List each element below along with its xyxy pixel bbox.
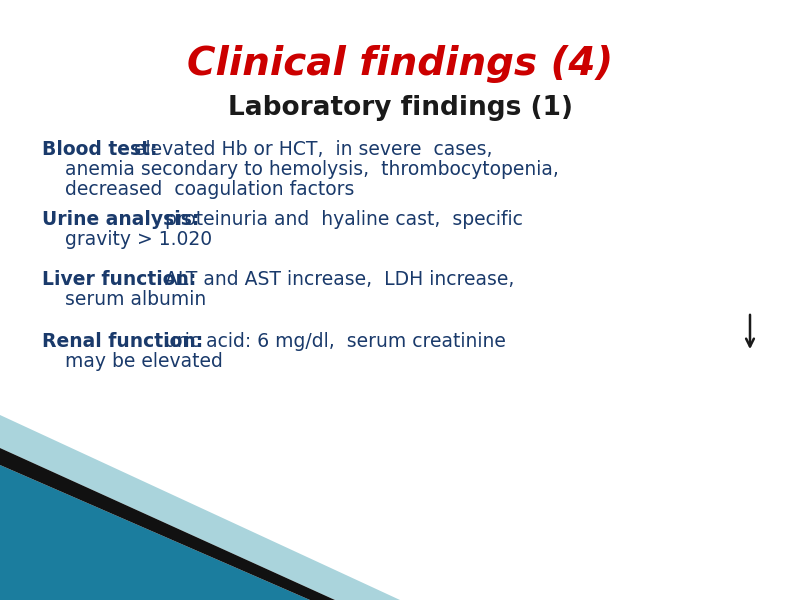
Text: Urine analysis:: Urine analysis: (42, 210, 199, 229)
Text: gravity > 1.020: gravity > 1.020 (65, 230, 212, 249)
Text: may be elevated: may be elevated (65, 352, 223, 371)
Text: anemia secondary to hemolysis,  thrombocytopenia,: anemia secondary to hemolysis, thrombocy… (65, 160, 559, 179)
Text: Clinical findings (4): Clinical findings (4) (187, 45, 613, 83)
Text: proteinuria and  hyaline cast,  specific: proteinuria and hyaline cast, specific (159, 210, 523, 229)
Polygon shape (0, 465, 310, 600)
Text: decreased  coagulation factors: decreased coagulation factors (65, 180, 354, 199)
Polygon shape (0, 415, 400, 600)
Text: Renal function:: Renal function: (42, 332, 203, 351)
Text: ALT and AST increase,  LDH increase,: ALT and AST increase, LDH increase, (159, 270, 514, 289)
Text: uric acid: 6 mg/dl,  serum creatinine: uric acid: 6 mg/dl, serum creatinine (159, 332, 506, 351)
Text: elevated Hb or HCT,  in severe  cases,: elevated Hb or HCT, in severe cases, (128, 140, 492, 159)
Polygon shape (0, 448, 335, 600)
Text: Laboratory findings (1): Laboratory findings (1) (227, 95, 573, 121)
Text: serum albumin: serum albumin (65, 290, 206, 309)
Text: Blood test:: Blood test: (42, 140, 158, 159)
Text: Liver function:: Liver function: (42, 270, 196, 289)
